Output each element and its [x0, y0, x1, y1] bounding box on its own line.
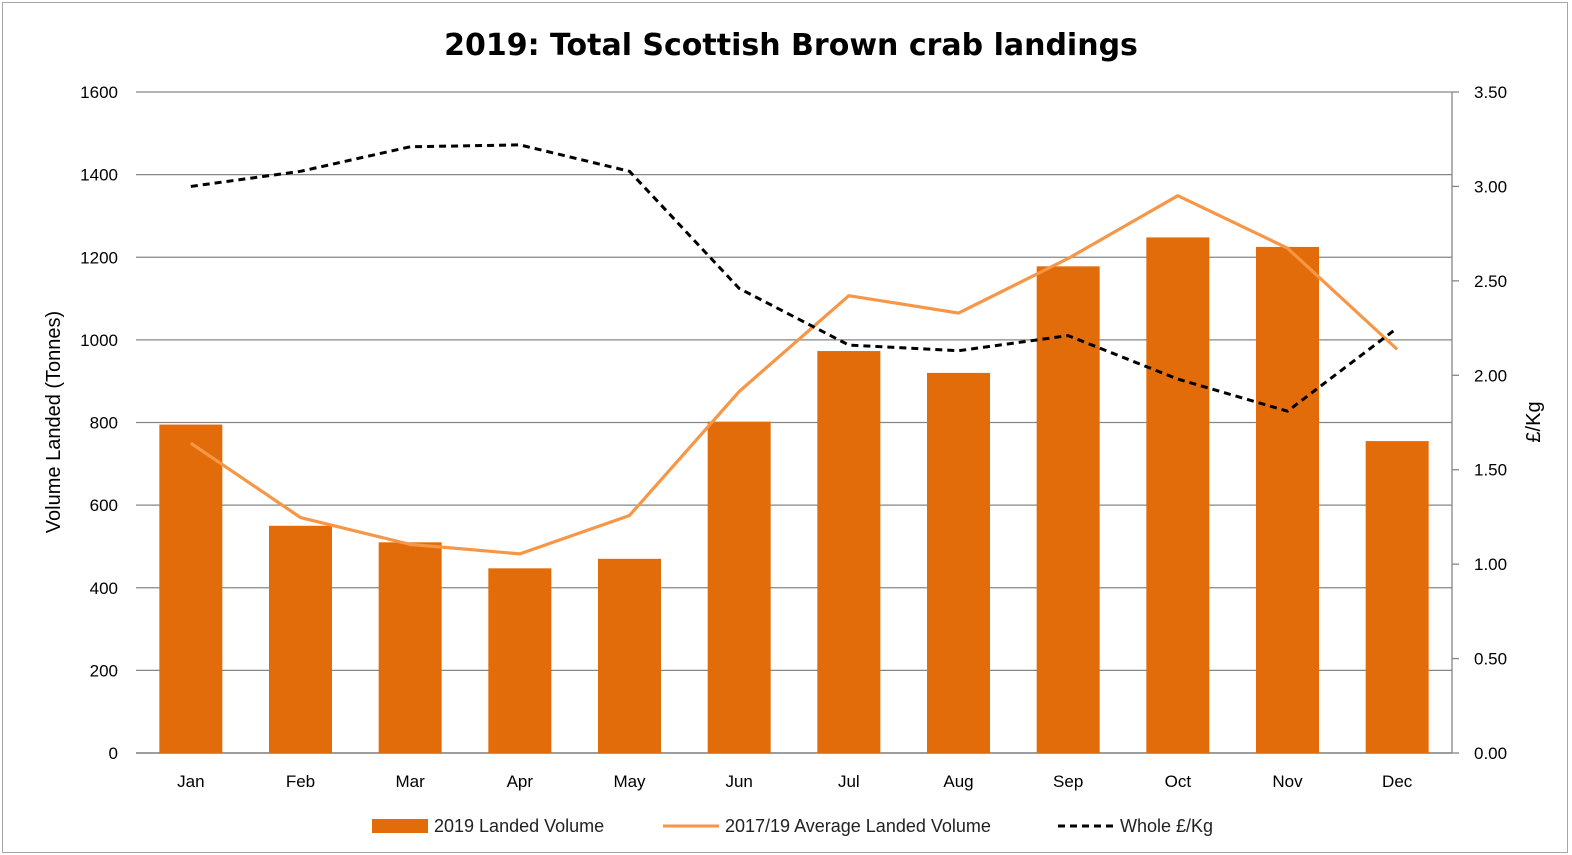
y2-tick-label: 2.00	[1474, 366, 1507, 385]
x-tick-label: May	[613, 772, 646, 791]
y2-tick-label: 0.50	[1474, 650, 1507, 669]
legend-label: Whole £/Kg	[1120, 816, 1213, 836]
x-tick-label: Apr	[507, 772, 534, 791]
bar-nov	[1256, 246, 1319, 753]
y-axis-title: Volume Landed (Tonnes)	[43, 311, 65, 533]
gridlines	[136, 91, 1452, 754]
bar-jun	[707, 421, 771, 753]
line-series	[189, 143, 1399, 556]
price-line	[190, 143, 1399, 413]
x-tick-label: Oct	[1165, 772, 1192, 791]
bar-series	[159, 237, 1429, 754]
average-volume-line	[189, 194, 1399, 556]
y2-tick-label: 0.00	[1474, 744, 1507, 763]
y-tick-label: 400	[90, 579, 118, 598]
bar-sep	[1036, 266, 1100, 753]
y2-axis-ticks: 0.00 0.50 1.00 1.50 2.00 2.50 3.00 3.50	[1451, 83, 1507, 763]
y2-tick-label: 1.00	[1474, 555, 1507, 574]
x-tick-label: Jun	[725, 772, 752, 791]
y-tick-label: 600	[90, 496, 118, 515]
bar-oct	[1146, 237, 1210, 754]
y-tick-label: 1000	[80, 331, 118, 350]
chart-title: 2019: Total Scottish Brown crab landings	[444, 28, 1138, 63]
y-tick-label: 1600	[80, 83, 118, 102]
bar-jul	[817, 351, 881, 753]
x-tick-label: Mar	[396, 772, 426, 791]
x-tick-label: Dec	[1382, 772, 1413, 791]
y-axis-ticks: 0 200 400 600 800 1000 1200 1400 1600	[80, 83, 118, 763]
y-tick-label: 1400	[80, 166, 118, 185]
legend-label: 2019 Landed Volume	[434, 816, 604, 836]
x-tick-label: Sep	[1053, 772, 1083, 791]
y-tick-label: 200	[90, 661, 118, 680]
y2-axis-title: £/Kg	[1523, 401, 1545, 442]
legend-swatch-bar	[372, 819, 428, 833]
bar-may	[598, 558, 661, 753]
y2-tick-label: 3.50	[1474, 83, 1507, 102]
x-tick-label: Feb	[286, 772, 315, 791]
y2-tick-label: 1.50	[1474, 461, 1507, 480]
bar-feb	[269, 525, 332, 753]
x-axis-ticks: Jan Feb Mar Apr May Jun Jul Aug Sep Oct Nov Dec	[177, 772, 1413, 791]
x-tick-label: Jul	[838, 772, 860, 791]
bar-aug	[927, 372, 990, 753]
bar-dec	[1365, 441, 1429, 753]
bar-mar	[378, 542, 442, 753]
y-tick-label: 1200	[80, 248, 118, 267]
y2-tick-label: 2.50	[1474, 272, 1507, 291]
x-tick-label: Jan	[177, 772, 204, 791]
y2-tick-label: 3.00	[1474, 177, 1507, 196]
x-tick-label: Nov	[1272, 772, 1303, 791]
bar-jan	[159, 424, 223, 753]
legend: 2019 Landed Volume 2017/19 Average Landed…	[372, 816, 1213, 836]
x-tick-label: Aug	[943, 772, 973, 791]
y-tick-label: 0	[109, 744, 118, 763]
legend-label: 2017/19 Average Landed Volume	[725, 816, 991, 836]
bar-apr	[488, 568, 552, 753]
y-tick-label: 800	[90, 414, 118, 433]
